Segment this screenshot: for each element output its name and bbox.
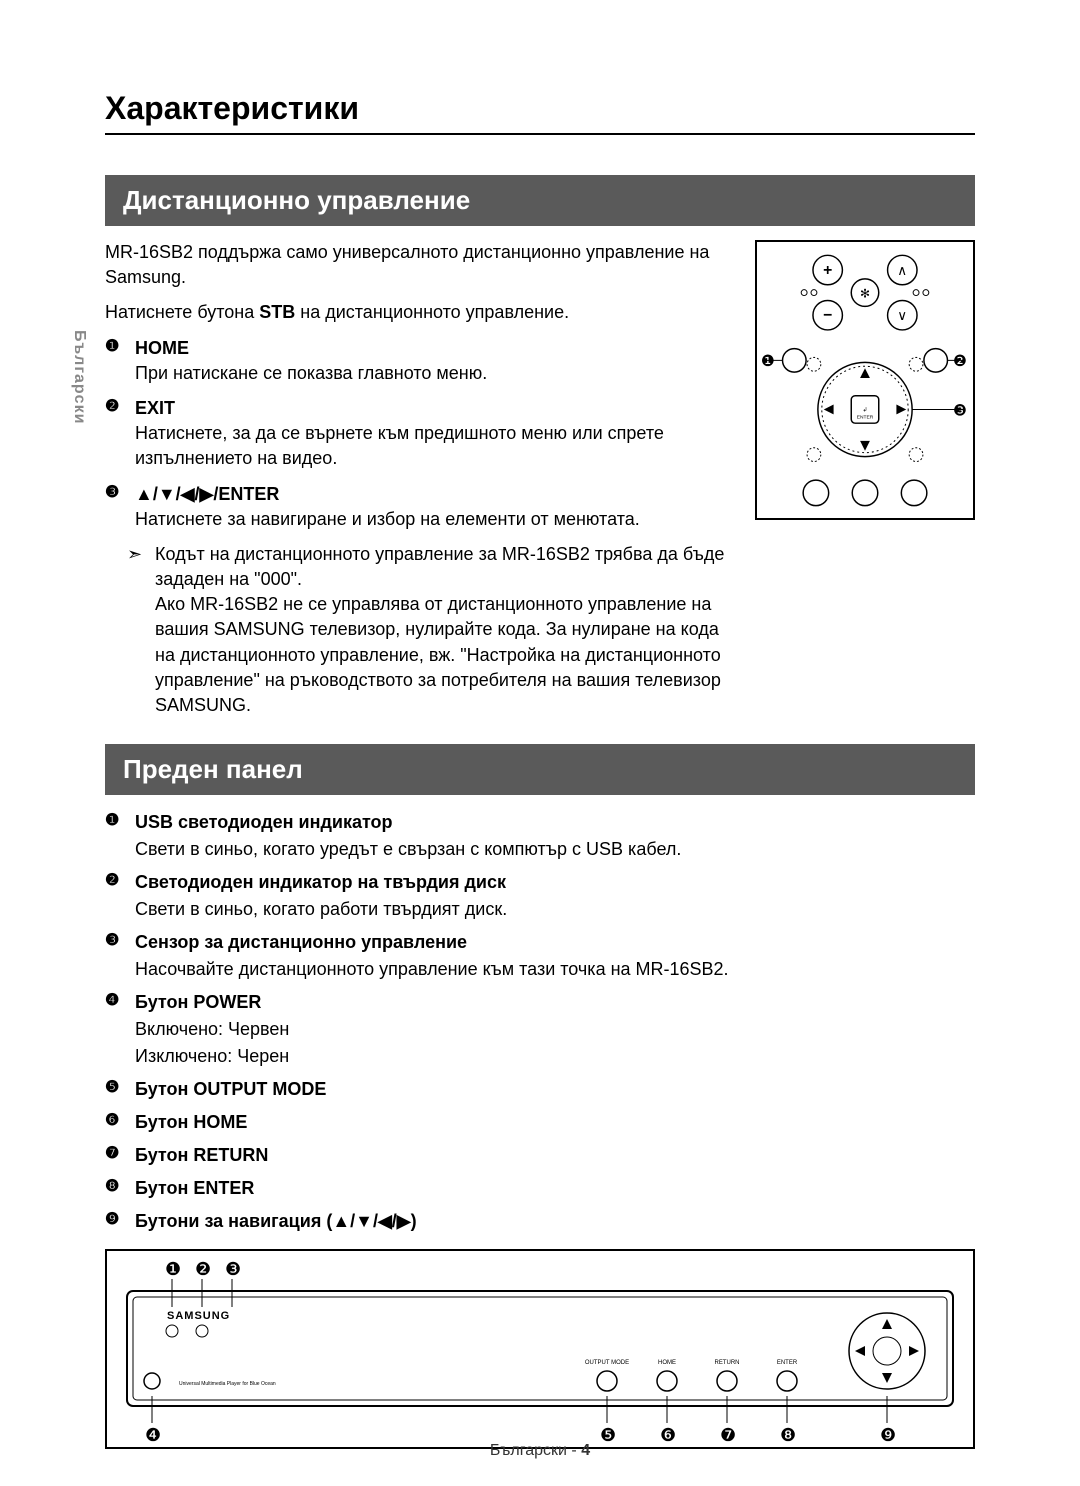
remote-item-3-title: ▲/▼/◀/▶/ENTER [135, 482, 741, 507]
panel-brand: SAMSUNG [167, 1310, 230, 1322]
remote-callout-1: ❶ [761, 353, 775, 370]
remote-item-3-mark: ❸ [105, 482, 127, 532]
panel-right-buttons: OUTPUT MODE HOME RETURN ENTER [585, 1313, 925, 1391]
fp-mark-8: ❽ [105, 1175, 127, 1202]
fp-item-6: ❻ Бутон HOME [105, 1109, 975, 1136]
note-arrow-icon: ➣ [127, 542, 145, 718]
fp-title-1: USB светодиоден индикатор [135, 812, 393, 832]
remote-item-3: ❸ ▲/▼/◀/▶/ENTER Натиснете за навигиране … [105, 482, 741, 532]
fp-mark-4: ❹ [105, 989, 127, 1070]
fp-item-7: ❼ Бутон RETURN [105, 1142, 975, 1169]
remote-note-row: ➣ Кодът на дистанционното управление за … [105, 542, 741, 718]
fp-desc-3: Насочвайте дистанционното управление към… [135, 959, 729, 979]
remote-item-2-desc: Натиснете, за да се върнете към предишно… [135, 421, 741, 471]
remote-intro-2a: Натиснете бутона [105, 302, 259, 322]
svg-text:∧: ∧ [897, 263, 907, 278]
remote-diagram: + − ∧ ∨ ✻ ❶ ❷ [755, 240, 975, 520]
fp-mark-3: ❸ [105, 929, 127, 983]
fp-item-4: ❹ Бутон POWER Включено: Червен Изключено… [105, 989, 975, 1070]
fp-title-4: Бутон POWER [135, 992, 261, 1012]
panel-top-1: ❶ [165, 1259, 181, 1279]
footer-sep: - [567, 1442, 581, 1459]
fp-title-8: Бутон ENTER [135, 1178, 254, 1198]
fp-desc-1: Свети в синьо, когато уредът е свързан с… [135, 839, 681, 859]
remote-intro-2: Натиснете бутона STB на дистанционното у… [105, 300, 741, 325]
svg-text:✻: ✻ [860, 288, 870, 301]
remote-diagram-column: + − ∧ ∨ ✻ ❶ ❷ [755, 240, 975, 718]
fp-mark-6: ❻ [105, 1109, 127, 1136]
section-heading-front: Преден панел [105, 744, 975, 795]
fp-title-2: Светодиоден индикатор на твърдия диск [135, 872, 506, 892]
svg-text:HOME: HOME [658, 1360, 676, 1366]
fp-desc-4: Включено: Червен Изключено: Черен [135, 1019, 289, 1066]
front-panel-diagram: ❶ ❷ ❸ SAMSUNG Universal Multimedia Playe… [105, 1249, 975, 1449]
fp-item-5: ❺ Бутон OUTPUT MODE [105, 1076, 975, 1103]
front-panel-list: ❶ USB светодиоден индикатор Свети в синь… [105, 809, 975, 1449]
panel-top-2: ❷ [195, 1259, 211, 1279]
fp-title-5: Бутон OUTPUT MODE [135, 1079, 326, 1099]
panel-top-3: ❸ [225, 1259, 241, 1279]
footer-page: 4 [581, 1442, 590, 1459]
remote-item-1: ❶ HOME При натискане се показва главното… [105, 336, 741, 386]
fp-mark-2: ❷ [105, 869, 127, 923]
svg-text:+: + [823, 262, 832, 279]
section-heading-remote: Дистанционно управление [105, 175, 975, 226]
remote-intro-2b: STB [259, 302, 295, 322]
remote-item-1-mark: ❶ [105, 336, 127, 386]
svg-text:ENTER: ENTER [857, 414, 874, 420]
page-content: Характеристики Дистанционно управление M… [105, 90, 975, 1449]
remote-item-1-desc: При натискане се показва главното меню. [135, 361, 741, 386]
svg-text:↲: ↲ [863, 406, 868, 413]
remote-callout-3: ❸ [953, 402, 967, 419]
page-footer: Български - 4 [0, 1442, 1080, 1460]
remote-item-1-title: HOME [135, 336, 741, 361]
svg-text:OUTPUT MODE: OUTPUT MODE [585, 1360, 629, 1366]
fp-title-6: Бутон HOME [135, 1112, 247, 1132]
svg-text:∨: ∨ [897, 308, 907, 323]
footer-lang: Български [490, 1442, 567, 1459]
fp-title-3: Сензор за дистанционно управление [135, 932, 467, 952]
remote-intro-1: MR-16SB2 поддържа само универсалното дис… [105, 240, 741, 290]
svg-text:RETURN: RETURN [715, 1360, 740, 1366]
remote-item-2: ❷ EXIT Натиснете, за да се върнете към п… [105, 396, 741, 472]
fp-mark-9: ❾ [105, 1208, 127, 1235]
fp-item-8: ❽ Бутон ENTER [105, 1175, 975, 1202]
svg-text:−: − [823, 307, 832, 324]
fp-item-9: ❾ Бутони за навигация (▲/▼/◀/▶) [105, 1208, 975, 1235]
fp-desc-2: Свети в синьо, когато работи твърдият ди… [135, 899, 507, 919]
remote-item-2-title: EXIT [135, 396, 741, 421]
fp-title-7: Бутон RETURN [135, 1145, 268, 1165]
remote-note-2: Ако MR-16SB2 не се управлява от дистанци… [155, 592, 741, 718]
language-side-tab: Български [70, 330, 88, 424]
fp-mark-7: ❼ [105, 1142, 127, 1169]
remote-note-body: Кодът на дистанционното управление за MR… [155, 542, 741, 718]
svg-text:Universal Multimedia Player fo: Universal Multimedia Player for Blue Oce… [179, 1381, 276, 1387]
fp-mark-1: ❶ [105, 809, 127, 863]
remote-content-row: MR-16SB2 поддържа само универсалното дис… [105, 240, 975, 718]
remote-intro-2c: на дистанционното управление. [295, 302, 569, 322]
remote-text-column: MR-16SB2 поддържа само универсалното дис… [105, 240, 741, 718]
fp-mark-5: ❺ [105, 1076, 127, 1103]
remote-item-3-desc: Натиснете за навигиране и избор на елеме… [135, 507, 741, 532]
remote-note-1: Кодът на дистанционното управление за MR… [155, 542, 741, 592]
remote-callout-2: ❷ [953, 353, 967, 370]
remote-item-2-mark: ❷ [105, 396, 127, 472]
fp-item-1: ❶ USB светодиоден индикатор Свети в синь… [105, 809, 975, 863]
page-title: Характеристики [105, 90, 975, 135]
fp-item-2: ❷ Светодиоден индикатор на твърдия диск … [105, 869, 975, 923]
fp-item-3: ❸ Сензор за дистанционно управление Насо… [105, 929, 975, 983]
fp-title-9: Бутони за навигация (▲/▼/◀/▶) [135, 1211, 417, 1231]
svg-text:ENTER: ENTER [777, 1360, 798, 1366]
